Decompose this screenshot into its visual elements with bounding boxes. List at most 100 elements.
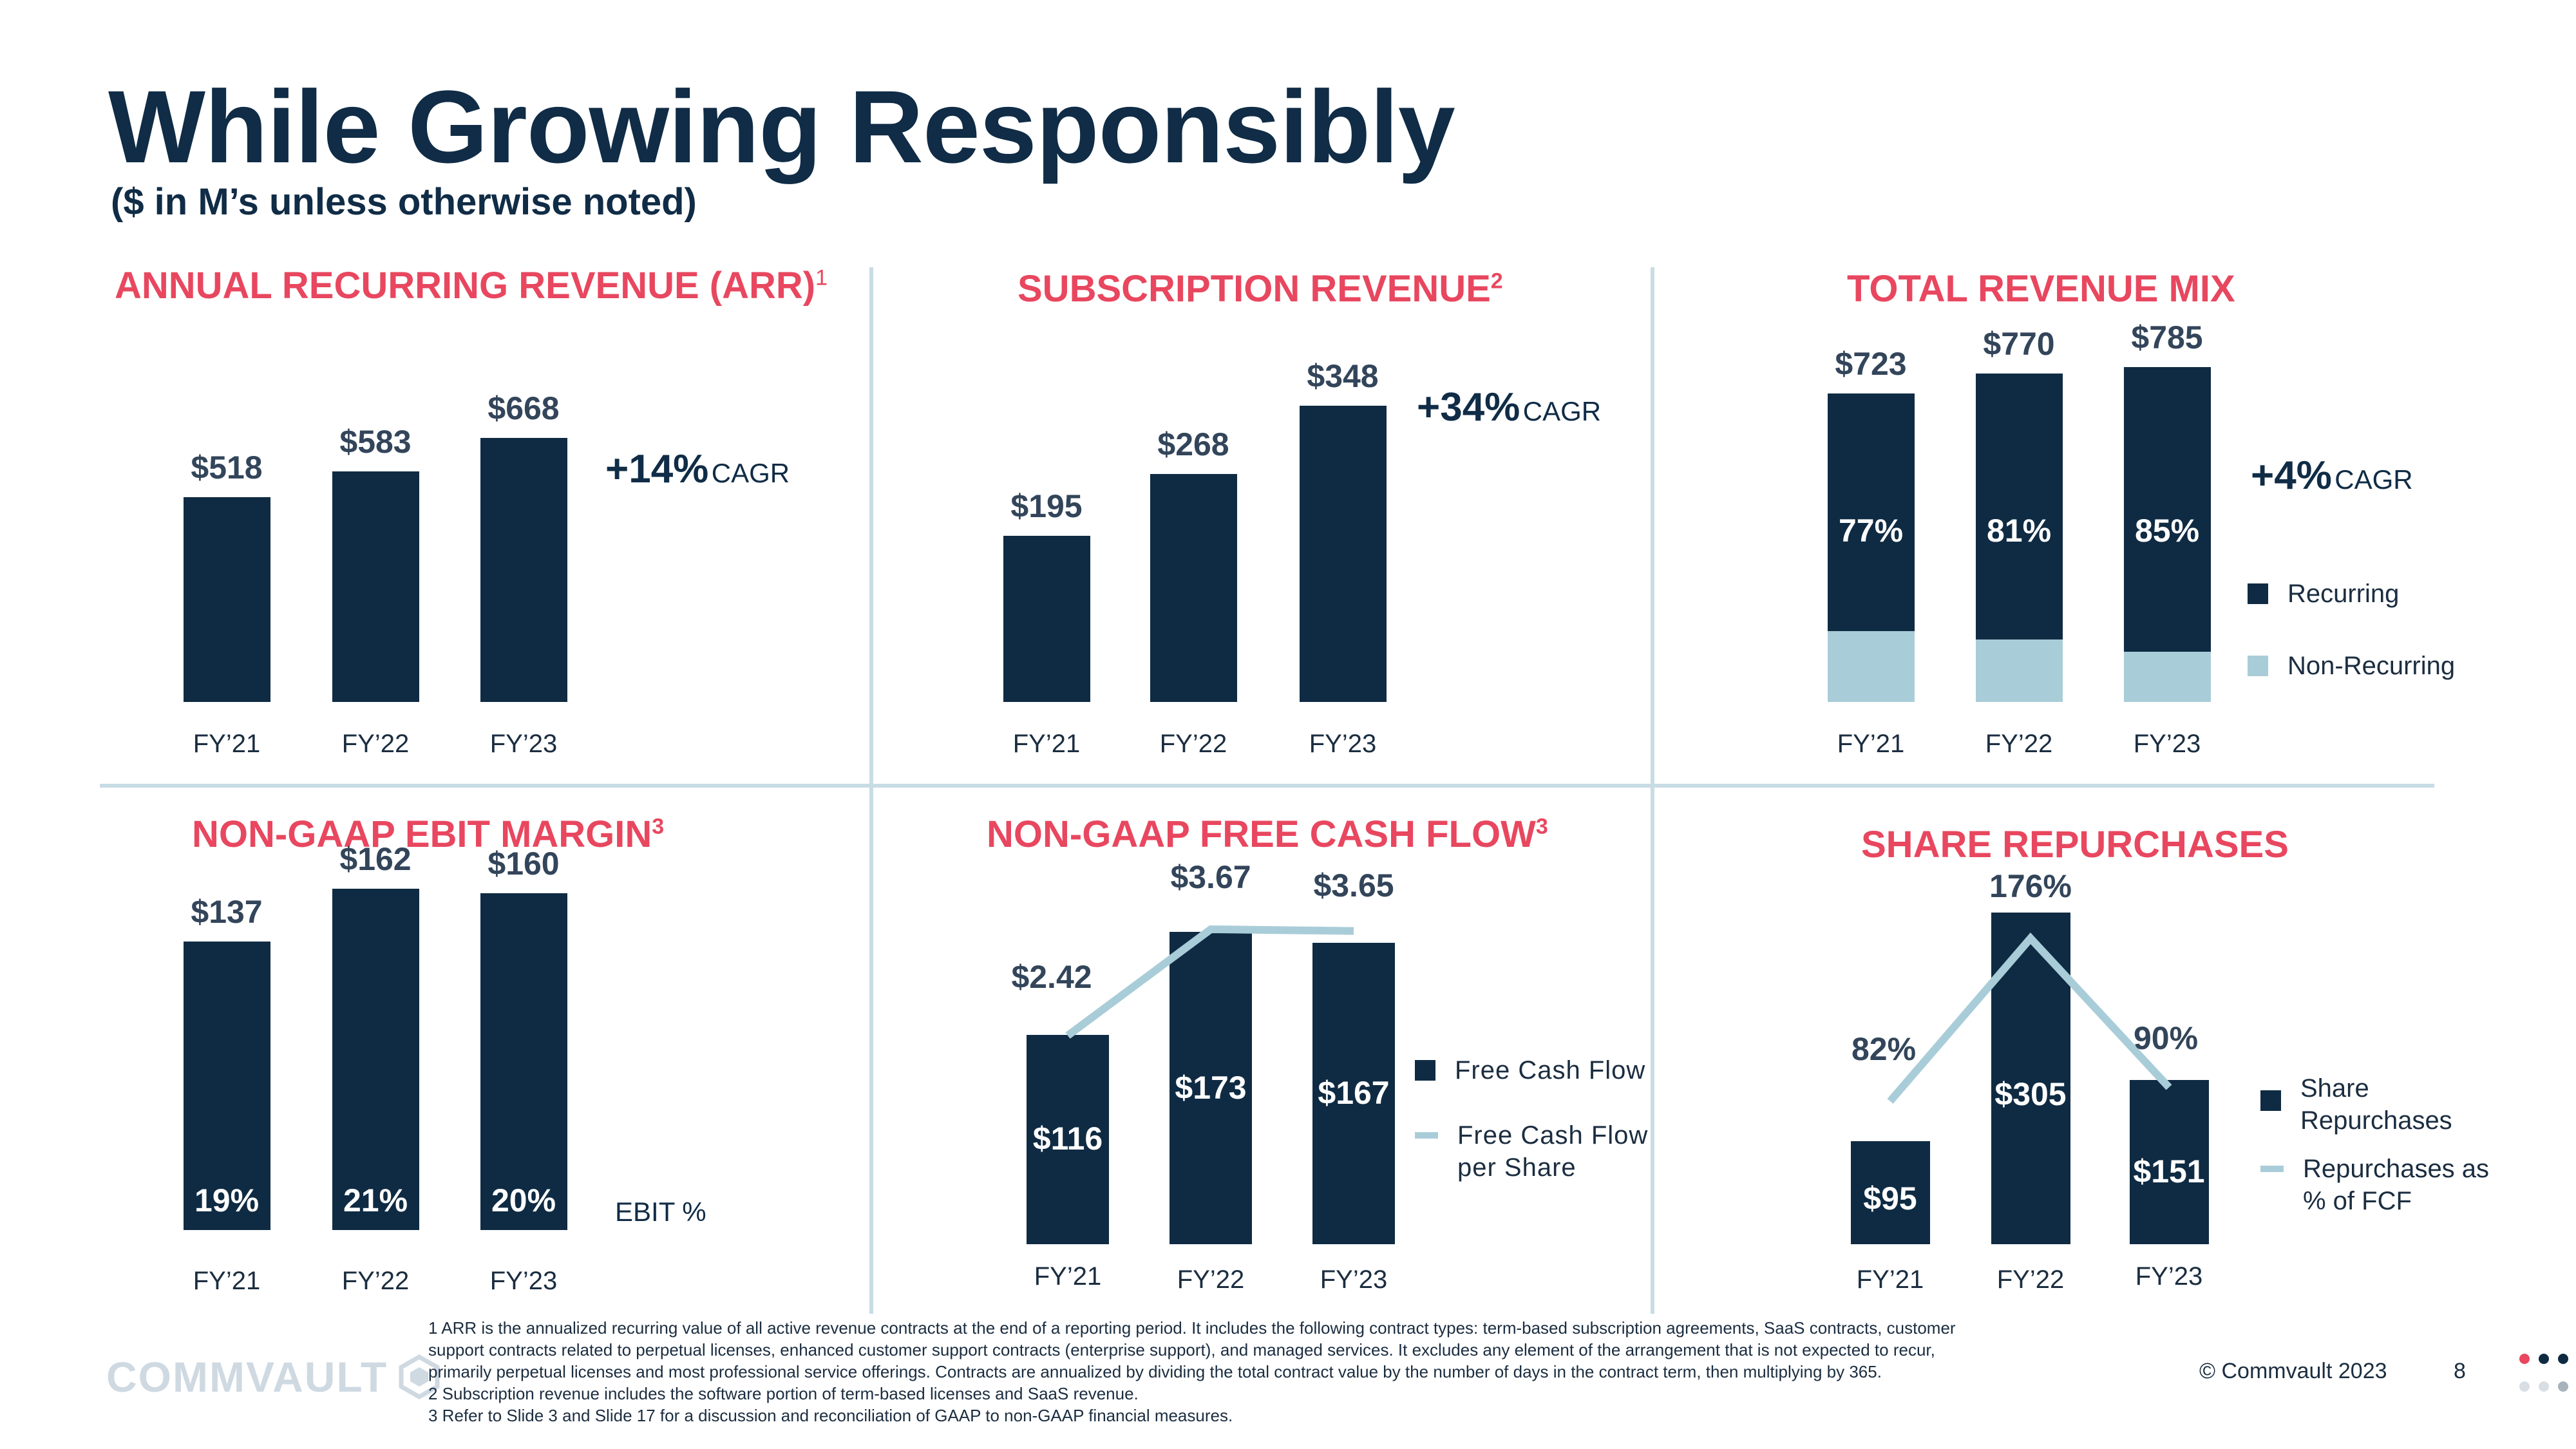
arr-heading: ANNUAL RECURRING REVENUE (ARR)1 xyxy=(115,265,828,307)
decor-dot xyxy=(2539,1354,2549,1364)
bar xyxy=(480,893,567,1230)
arr-cagr: +14% CAGR xyxy=(605,447,790,491)
bar-value-label: $195 xyxy=(1010,488,1083,525)
x-tick-label: FY’22 xyxy=(341,1267,410,1295)
footnote-line: support contracts related to perpetual l… xyxy=(428,1340,1935,1359)
footnotes: 1 ARR is the annualized recurring value … xyxy=(428,1317,2180,1426)
bar-value-label: $160 xyxy=(488,845,560,882)
non-recurring-swatch xyxy=(2248,656,2268,676)
recurring-share-label: 77% xyxy=(1838,513,1904,549)
bar xyxy=(332,889,419,1230)
ebit-legend: EBIT % xyxy=(615,1197,706,1227)
margin-label: 20% xyxy=(491,1182,556,1218)
bar xyxy=(1299,406,1387,702)
decor-dot xyxy=(2519,1354,2530,1364)
x-tick-label: FY’23 xyxy=(489,730,558,758)
bar-value-label: $173 xyxy=(1175,1069,1247,1106)
x-tick-label: FY’22 xyxy=(1985,730,2053,758)
divider-horizontal xyxy=(100,784,2434,788)
margin-label: 21% xyxy=(343,1182,408,1218)
bar xyxy=(332,471,419,702)
footnote-line: 3 Refer to Slide 3 and Slide 17 for a di… xyxy=(428,1406,1233,1425)
bar xyxy=(1027,1034,1109,1244)
x-tick-label: FY’21 xyxy=(1856,1265,1924,1294)
bar-value-label: $305 xyxy=(1994,1076,2067,1112)
bar-value-label: $583 xyxy=(339,424,412,460)
x-tick-label: FY’22 xyxy=(1996,1265,2065,1294)
bar-value-label: $668 xyxy=(488,390,560,426)
repurchase-pct-swatch xyxy=(2260,1166,2284,1172)
decor-dot xyxy=(2558,1354,2568,1364)
x-tick-label: FY’21 xyxy=(1034,1262,1102,1291)
bar-value-label: $151 xyxy=(2133,1153,2205,1189)
bar-value-label: $167 xyxy=(1318,1074,1390,1111)
footnote-line: primarily perpetual licenses and most pr… xyxy=(428,1362,1882,1381)
share-repurchases-swatch xyxy=(2260,1090,2281,1111)
bar-value-label: $137 xyxy=(191,893,263,930)
bar-non-recurring xyxy=(1827,630,1915,702)
bar xyxy=(183,941,270,1230)
bar-value-label: $268 xyxy=(1157,426,1229,462)
recurring-swatch xyxy=(2248,583,2268,604)
legend-recurring: Recurring xyxy=(2248,580,2399,609)
bar xyxy=(1003,536,1090,702)
x-tick-label: FY’21 xyxy=(1837,730,1905,758)
x-tick-label: FY’22 xyxy=(1177,1265,1245,1294)
x-tick-label: FY’23 xyxy=(1309,730,1377,758)
margin-label: 19% xyxy=(194,1182,260,1218)
fcf-swatch xyxy=(1415,1060,1435,1081)
footnote-line: 2 Subscription revenue includes the soft… xyxy=(428,1384,1139,1403)
decor-dot xyxy=(2519,1381,2530,1392)
x-tick-label: FY’21 xyxy=(193,730,261,758)
bar-value-label: $95 xyxy=(1863,1180,1917,1217)
bar xyxy=(1150,473,1237,702)
bar xyxy=(183,497,270,702)
bar xyxy=(480,438,567,702)
bar-value-label: $518 xyxy=(191,450,263,486)
fcf-per-share-swatch xyxy=(1415,1132,1438,1139)
line-value-label: $3.67 xyxy=(1170,859,1251,895)
bar-non-recurring xyxy=(2123,652,2211,702)
legend-share-repurchases: Share Repurchases xyxy=(2260,1072,2474,1137)
commvault-logo: COMMVAULT xyxy=(106,1352,442,1401)
line-value-label: 176% xyxy=(1989,868,2072,904)
copyright: © Commvault 2023 xyxy=(2199,1359,2387,1383)
x-tick-label: FY’22 xyxy=(341,730,410,758)
recurring-share-label: 85% xyxy=(2134,513,2200,549)
divider-vertical-right xyxy=(1651,267,1654,1314)
repurchase-heading: SHARE REPURCHASES xyxy=(1861,824,2289,866)
x-tick-label: FY’23 xyxy=(2135,1262,2203,1291)
bar-value-label: $348 xyxy=(1307,358,1379,394)
fcf-heading: NON-GAAP FREE CASH FLOW3 xyxy=(987,813,1548,855)
line-value-label: $2.42 xyxy=(1011,959,1092,995)
x-tick-label: FY’21 xyxy=(193,1267,261,1295)
decor-dot xyxy=(2539,1381,2549,1392)
legend-fcf-per-share: Free Cash Flow per Share xyxy=(1415,1119,1663,1184)
x-tick-label: FY’23 xyxy=(2133,730,2201,758)
bar-value-label: $162 xyxy=(339,841,412,877)
bar-recurring xyxy=(1827,393,1915,631)
x-tick-label: FY’21 xyxy=(1012,730,1081,758)
line-value-label: 90% xyxy=(2133,1020,2199,1057)
legend-fcf: Free Cash Flow xyxy=(1415,1056,1645,1085)
decor-dot xyxy=(2558,1381,2568,1392)
subscription-heading: SUBSCRIPTION REVENUE2 xyxy=(1018,268,1503,310)
bar-non-recurring xyxy=(1975,639,2063,702)
footnote-line: 1 ARR is the annualized recurring value … xyxy=(428,1318,1956,1338)
bar-total-label: $785 xyxy=(2131,319,2203,355)
bar xyxy=(2129,1080,2209,1244)
ebit-heading: NON-GAAP EBIT MARGIN3 xyxy=(192,813,665,855)
bar-total-label: $770 xyxy=(1983,325,2055,362)
bar-recurring xyxy=(1975,373,2063,640)
revenue-mix-heading: TOTAL REVENUE MIX xyxy=(1847,268,2235,310)
logo-hexagon-icon xyxy=(399,1354,440,1399)
line-value-label: 82% xyxy=(1851,1031,1917,1067)
page-subtitle: ($ in M’s unless otherwise noted) xyxy=(111,181,697,223)
x-tick-label: FY’22 xyxy=(1159,730,1227,758)
legend-repurchase-pct: Repurchases as % of FCF xyxy=(2260,1153,2515,1217)
bar-recurring xyxy=(2123,367,2211,652)
legend-non-recurring: Non-Recurring xyxy=(2248,652,2455,681)
bar-value-label: $116 xyxy=(1032,1121,1103,1157)
x-tick-label: FY’23 xyxy=(1320,1265,1388,1294)
revenue-mix-cagr: +4% CAGR xyxy=(2251,453,2413,498)
